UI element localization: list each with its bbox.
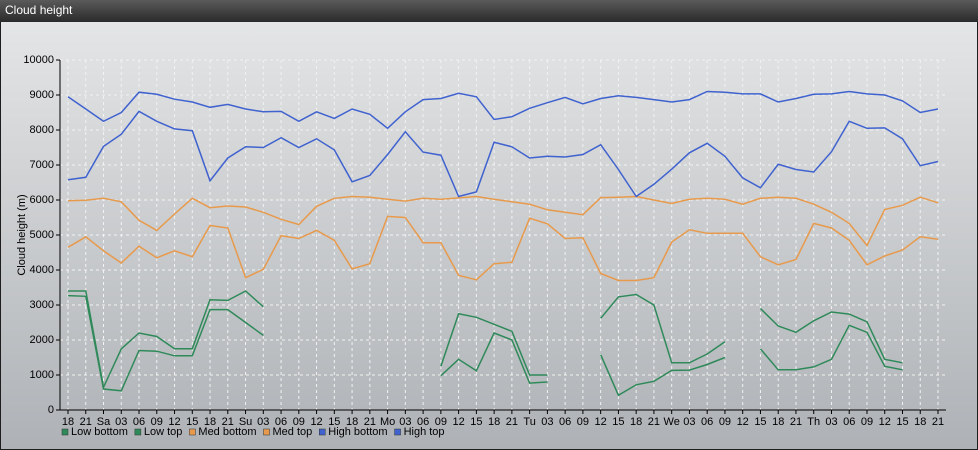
series-line [67,110,939,198]
x-tick-label: 15 [186,416,198,428]
legend-swatch [263,428,270,436]
x-tick-label: 12 [595,416,607,428]
y-tick-label: 6000 [30,194,54,206]
legend-label: Med top [273,426,313,438]
y-tick-label: 4000 [30,264,54,276]
legend-swatch [134,428,142,436]
x-tick-label: 03 [115,416,127,428]
x-tick-label: 12 [737,416,749,428]
x-tick-label: 18 [914,416,926,428]
x-tick-label: Sa [97,416,111,428]
y-tick-label: 7000 [30,159,54,171]
x-tick-label: 21 [648,416,660,428]
legend-label: High bottom [328,426,387,438]
title-bar [0,0,978,22]
x-tick-label: 09 [861,416,873,428]
x-tick-label: 21 [80,416,92,428]
y-tick-label: 3000 [30,299,54,311]
x-tick-label: 06 [559,416,571,428]
x-tick-label: 12 [310,416,322,428]
x-tick-label: 09 [577,416,589,428]
x-tick-label: 12 [879,416,891,428]
x-tick-label: Mo [380,416,395,428]
y-tick-label: 1000 [30,369,54,381]
x-tick-label: 15 [612,416,624,428]
series-line [67,294,903,397]
x-tick-label: 21 [222,416,234,428]
series-line [68,290,903,390]
x-tick-label: 21 [790,416,802,428]
x-tick-label: 09 [151,416,163,428]
series-line [67,215,939,282]
chart-title: Cloud height [5,3,73,17]
y-tick-label: 5000 [30,229,54,241]
legend-label: High top [404,426,445,438]
y-tick-label: 9000 [30,89,54,101]
legend-swatch [61,428,69,436]
y-tick-label: 10000 [23,54,54,66]
x-tick-label: 09 [435,416,447,428]
x-tick-label: 06 [701,416,713,428]
x-tick-label: 21 [506,416,518,428]
x-tick-label: 15 [470,416,482,428]
x-tick-label: 15 [754,416,766,428]
legend-swatch [319,428,326,436]
x-tick-label: 06 [417,416,429,428]
x-tick-label: 12 [452,416,464,428]
x-tick-label: 21 [364,416,376,428]
x-tick-label: 06 [133,416,145,428]
x-tick-label: Su [239,416,252,428]
legend-label: Med bottom [198,426,256,438]
x-tick-label: 03 [825,416,837,428]
x-tick-label: 18 [772,416,784,428]
x-tick-label: 18 [346,416,358,428]
x-tick-label: 06 [843,416,855,428]
x-tick-label: 15 [896,416,908,428]
legend-label: Low top [144,426,183,438]
x-tick-label: 18 [204,416,216,428]
x-tick-label: Tu [523,416,535,428]
y-axis-title: Cloud height (m) [16,194,28,275]
x-tick-label: 18 [488,416,500,428]
y-tick-label: 2000 [30,334,54,346]
x-tick-label: 09 [293,416,305,428]
x-tick-label: 03 [399,416,411,428]
x-tick-label: 03 [541,416,553,428]
x-tick-label: 03 [683,416,695,428]
x-tick-label: Th [807,416,820,428]
x-tick-label: 03 [257,416,269,428]
y-tick-label: 8000 [30,124,54,136]
x-tick-label: 18 [630,416,642,428]
legend-swatch [394,428,401,436]
series-line [67,195,939,247]
x-tick-label: 06 [275,416,287,428]
x-tick-label: 15 [328,416,340,428]
series-line [67,90,939,130]
x-tick-label: 12 [168,416,180,428]
y-tick-label: 0 [48,404,54,416]
legend-label: Low bottom [71,426,128,438]
x-tick-label: 18 [62,416,74,428]
x-tick-label: We [664,416,680,428]
legend-swatch [189,428,196,436]
x-tick-label: 09 [719,416,731,428]
x-tick-label: 21 [932,416,944,428]
